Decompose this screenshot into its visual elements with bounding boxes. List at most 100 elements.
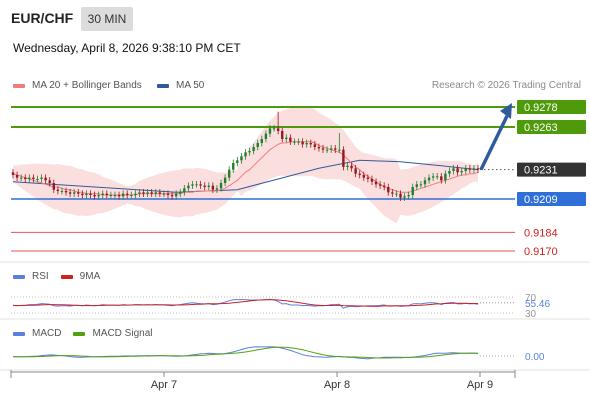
candle-body	[440, 176, 443, 181]
candle-body	[15, 175, 19, 178]
ma50-swatch	[157, 83, 169, 88]
level-label-0.9263: 0.9263	[524, 122, 558, 134]
candle-body	[391, 192, 394, 194]
candle-body	[109, 195, 113, 196]
candle-body	[236, 160, 239, 163]
candle-body	[97, 195, 100, 197]
candle-body	[338, 149, 341, 151]
candle-body	[170, 195, 174, 197]
candle-body	[60, 191, 64, 192]
candle-body	[89, 193, 92, 195]
candle-body	[256, 143, 259, 147]
rsi-tick-30: 30	[525, 309, 537, 320]
candle-body	[227, 169, 231, 178]
candle-body	[64, 191, 68, 193]
credit-text: Research © 2026 Trading Central	[431, 80, 581, 91]
rsi-label: RSI	[32, 271, 49, 282]
macd-swatch	[13, 331, 25, 336]
candle-body	[219, 183, 223, 189]
candle-body	[44, 177, 47, 181]
candle-body	[191, 184, 194, 186]
candle-body	[431, 176, 435, 178]
ma20-line	[12, 141, 479, 196]
candle-body	[223, 177, 227, 183]
candle-body	[423, 180, 427, 185]
candle-body	[117, 195, 121, 197]
x-tick-label-Apr 9: Apr 9	[467, 379, 493, 391]
candle-body	[399, 193, 402, 198]
candle-body	[472, 168, 476, 170]
rsi-ma-label: 9MA	[79, 271, 101, 282]
candle-body	[387, 187, 390, 193]
candle-body	[354, 168, 357, 174]
candle-body	[305, 143, 308, 145]
rsi-tick-70: 70	[525, 293, 537, 304]
candle-body	[72, 192, 76, 194]
candle-body	[325, 149, 329, 151]
legend-ma50: MA 50	[157, 80, 204, 91]
candle-body	[248, 151, 251, 153]
candle-body	[252, 147, 255, 151]
candle-body	[448, 171, 451, 174]
interval-button[interactable]: 30 MIN	[81, 7, 133, 31]
candle-body	[289, 137, 292, 142]
candle-body	[28, 177, 31, 179]
candle-body	[334, 148, 337, 150]
candle-body	[285, 137, 288, 139]
candle-body	[260, 139, 264, 143]
ma50-line	[12, 159, 479, 193]
candle-body	[187, 185, 190, 189]
candle-body	[272, 128, 276, 130]
candle-body	[207, 185, 210, 187]
pair-title: EUR/CHF	[11, 10, 74, 26]
candle-body	[24, 177, 27, 179]
candle-body	[452, 168, 455, 171]
candle-body	[11, 172, 15, 175]
candle-body	[105, 193, 109, 195]
candle-body	[358, 173, 361, 175]
candle-body	[146, 192, 149, 194]
candle-body	[211, 185, 215, 190]
candle-body	[32, 177, 35, 179]
candle-body	[464, 168, 467, 171]
candle-body	[403, 196, 406, 198]
candle-body	[436, 176, 439, 178]
candle-body	[456, 168, 459, 173]
ma50-label: MA 50	[176, 80, 205, 91]
candle-body	[48, 180, 51, 183]
macd-signal-label: MACD Signal	[92, 328, 153, 339]
level-label-0.9278: 0.9278	[524, 102, 558, 114]
candle-body	[370, 179, 374, 182]
candle-body	[199, 184, 202, 186]
candle-body	[281, 131, 284, 139]
candle-body	[297, 141, 300, 143]
candle-body	[19, 177, 23, 179]
candle-body	[382, 185, 386, 187]
candle-body	[81, 193, 84, 195]
candle-body	[52, 183, 55, 190]
candle-body	[276, 128, 280, 131]
candle-body	[468, 168, 472, 170]
candle-body	[264, 133, 268, 139]
level-box-0.9263	[517, 120, 586, 134]
candle-body	[126, 193, 129, 195]
level-box-0.9209	[517, 192, 586, 206]
candle-body	[93, 195, 96, 197]
rsi-line	[12, 298, 479, 309]
level-box-0.9231	[517, 162, 586, 177]
rsi-last-label: 55.46	[525, 299, 550, 310]
candle-body	[366, 177, 370, 179]
macd-signal-line	[12, 346, 479, 359]
candle-body	[134, 193, 137, 195]
candle-body	[321, 148, 325, 150]
candle-body	[240, 156, 243, 161]
forecast-arrow	[479, 115, 509, 171]
ma20-label: MA 20 + Bollinger Bands	[32, 80, 142, 91]
candle-body	[36, 179, 39, 180]
candle-body	[268, 128, 272, 134]
candle-body	[40, 177, 43, 179]
candle-body	[329, 148, 333, 150]
level-label-0.9209: 0.9209	[524, 194, 558, 206]
candle-body	[427, 177, 431, 181]
